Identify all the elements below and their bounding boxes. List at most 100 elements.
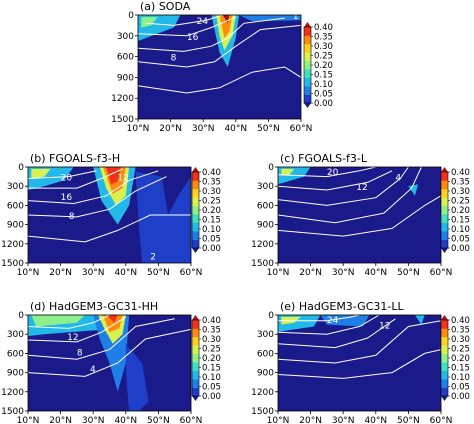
x-tick-label: 40°N (114, 416, 137, 424)
y-tick-label: 0 (18, 311, 24, 321)
colorbar-segment (441, 239, 448, 249)
colorbar-segment (441, 320, 448, 329)
colorbar-segment (192, 214, 199, 223)
colorbar-tick-label: 0.30 (314, 42, 333, 52)
y-tick-label: 900 (7, 221, 24, 231)
colorbar-segment (192, 362, 199, 371)
colorbar-segment (192, 345, 199, 355)
contour-line (278, 167, 376, 178)
y-tick-label: 300 (117, 32, 134, 42)
x-tick-label: 50°N (397, 416, 420, 424)
field-patch (219, 15, 233, 38)
colorbar-tick-label: 0.00 (314, 99, 333, 109)
colorbar-segment (192, 370, 199, 380)
field-patch (408, 184, 419, 196)
field-patch (281, 168, 295, 176)
y-tick-label: 600 (117, 53, 134, 63)
contour-line (28, 316, 127, 343)
y-tick-label: 0 (18, 163, 24, 173)
colorbar-tick-label: 0.20 (202, 206, 221, 216)
colorbar-tick-label: 0.05 (451, 235, 470, 245)
contour-line (278, 315, 380, 335)
colorbar-segment (441, 197, 448, 207)
x-tick-label: 60°N (430, 268, 453, 278)
x-tick-label: 20°N (49, 416, 72, 424)
field-background (278, 167, 441, 263)
colorbar-segment (304, 94, 311, 104)
colorbar-tick-label: 0.30 (202, 335, 221, 345)
colorbar-tick-label: 0.30 (451, 187, 470, 197)
colorbar-segment (304, 35, 311, 45)
colorbar-tick-label: 0.15 (314, 71, 333, 81)
x-tick-label: 30°N (82, 416, 105, 424)
colorbar-segment (192, 231, 199, 240)
colorbar-segment (441, 222, 448, 232)
x-tick-label: 50°N (147, 416, 170, 424)
contour-line (138, 66, 301, 94)
contour-label: 8 (69, 212, 75, 222)
y-tick-label: 600 (7, 201, 24, 211)
colorbar-segment (192, 205, 199, 215)
colorbar-tick-label: 0.35 (314, 33, 333, 43)
x-tick-label: 30°N (332, 416, 355, 424)
colorbar: 0.400.350.300.250.200.150.100.050.00 (191, 167, 221, 254)
colorbar-extend-max (441, 315, 448, 320)
colorbar-segment (192, 328, 199, 338)
x-tick-label: 20°N (159, 124, 182, 134)
contour-label: 16 (61, 193, 73, 203)
x-tick-label: 40°N (364, 416, 387, 424)
y-tick-label: 1500 (251, 407, 274, 417)
colorbar-segment (441, 231, 448, 240)
colorbar-extend-max (304, 22, 311, 27)
y-tick-label: 1200 (251, 388, 274, 398)
colorbar-tick-label: 0.35 (202, 326, 221, 336)
panel-4: 12 84 (d) HadGEM3-GC31-HH 10°N 20°N 30°N 40°N 5… (1, 300, 221, 424)
contour-label: 16 (187, 33, 199, 43)
colorbar-tick-label: 0.30 (202, 187, 221, 197)
plot-frame (27, 166, 192, 264)
x-tick-label: 50°N (397, 268, 420, 278)
colorbar-tick-label: 0.20 (202, 354, 221, 364)
x-tick-label: 10°N (127, 124, 150, 134)
colorbar: 0.400.350.300.250.200.150.100.050.00 (440, 167, 470, 254)
y-tick-label: 900 (257, 221, 274, 231)
colorbar-segment (441, 336, 448, 346)
colorbar-segment (441, 387, 448, 397)
colorbar-extend-max (441, 167, 448, 172)
y-tick-label: 1200 (1, 388, 24, 398)
colorbar-tick-label: 0.40 (314, 23, 333, 33)
contour-line (138, 17, 285, 52)
x-tick-label: 40°N (114, 268, 137, 278)
colorbar-tick-label: 0.35 (451, 178, 470, 188)
colorbar-tick-label: 0.40 (202, 316, 221, 326)
contour-line (28, 170, 97, 179)
colorbar-segment (441, 205, 448, 215)
x-tick-label: 60°N (430, 416, 453, 424)
contour-label: 2 (150, 252, 156, 262)
contour-label: 8 (77, 348, 83, 358)
colorbar-segment (192, 172, 199, 181)
colorbar-tick-label: 0.00 (202, 392, 221, 402)
field-patch (135, 171, 191, 263)
colorbar-tick-label: 0.00 (451, 392, 470, 402)
colorbar-tick-label: 0.25 (202, 197, 221, 207)
colorbar-segment (192, 353, 199, 363)
colorbar-segment (192, 379, 199, 388)
contour-line (28, 214, 191, 243)
colorbar-tick-label: 0.15 (451, 216, 470, 226)
colorbar-extend-min (441, 248, 448, 253)
colorbar-extend-min (192, 248, 199, 253)
panel-title: (a) SODA (140, 0, 191, 13)
field-patch (106, 315, 118, 323)
colorbar-segment (441, 172, 448, 181)
colorbar-extend-min (304, 103, 311, 108)
colorbar-segment (192, 197, 199, 207)
contour-label: 4 (90, 365, 96, 375)
contour-label: 8 (171, 54, 177, 64)
x-tick-label: 10°N (267, 268, 290, 278)
x-tick-label: 10°N (17, 416, 40, 424)
colorbar-segment (304, 52, 311, 62)
contour-line (138, 24, 301, 68)
colorbar-segment (192, 188, 199, 198)
y-tick-label: 900 (117, 73, 134, 83)
